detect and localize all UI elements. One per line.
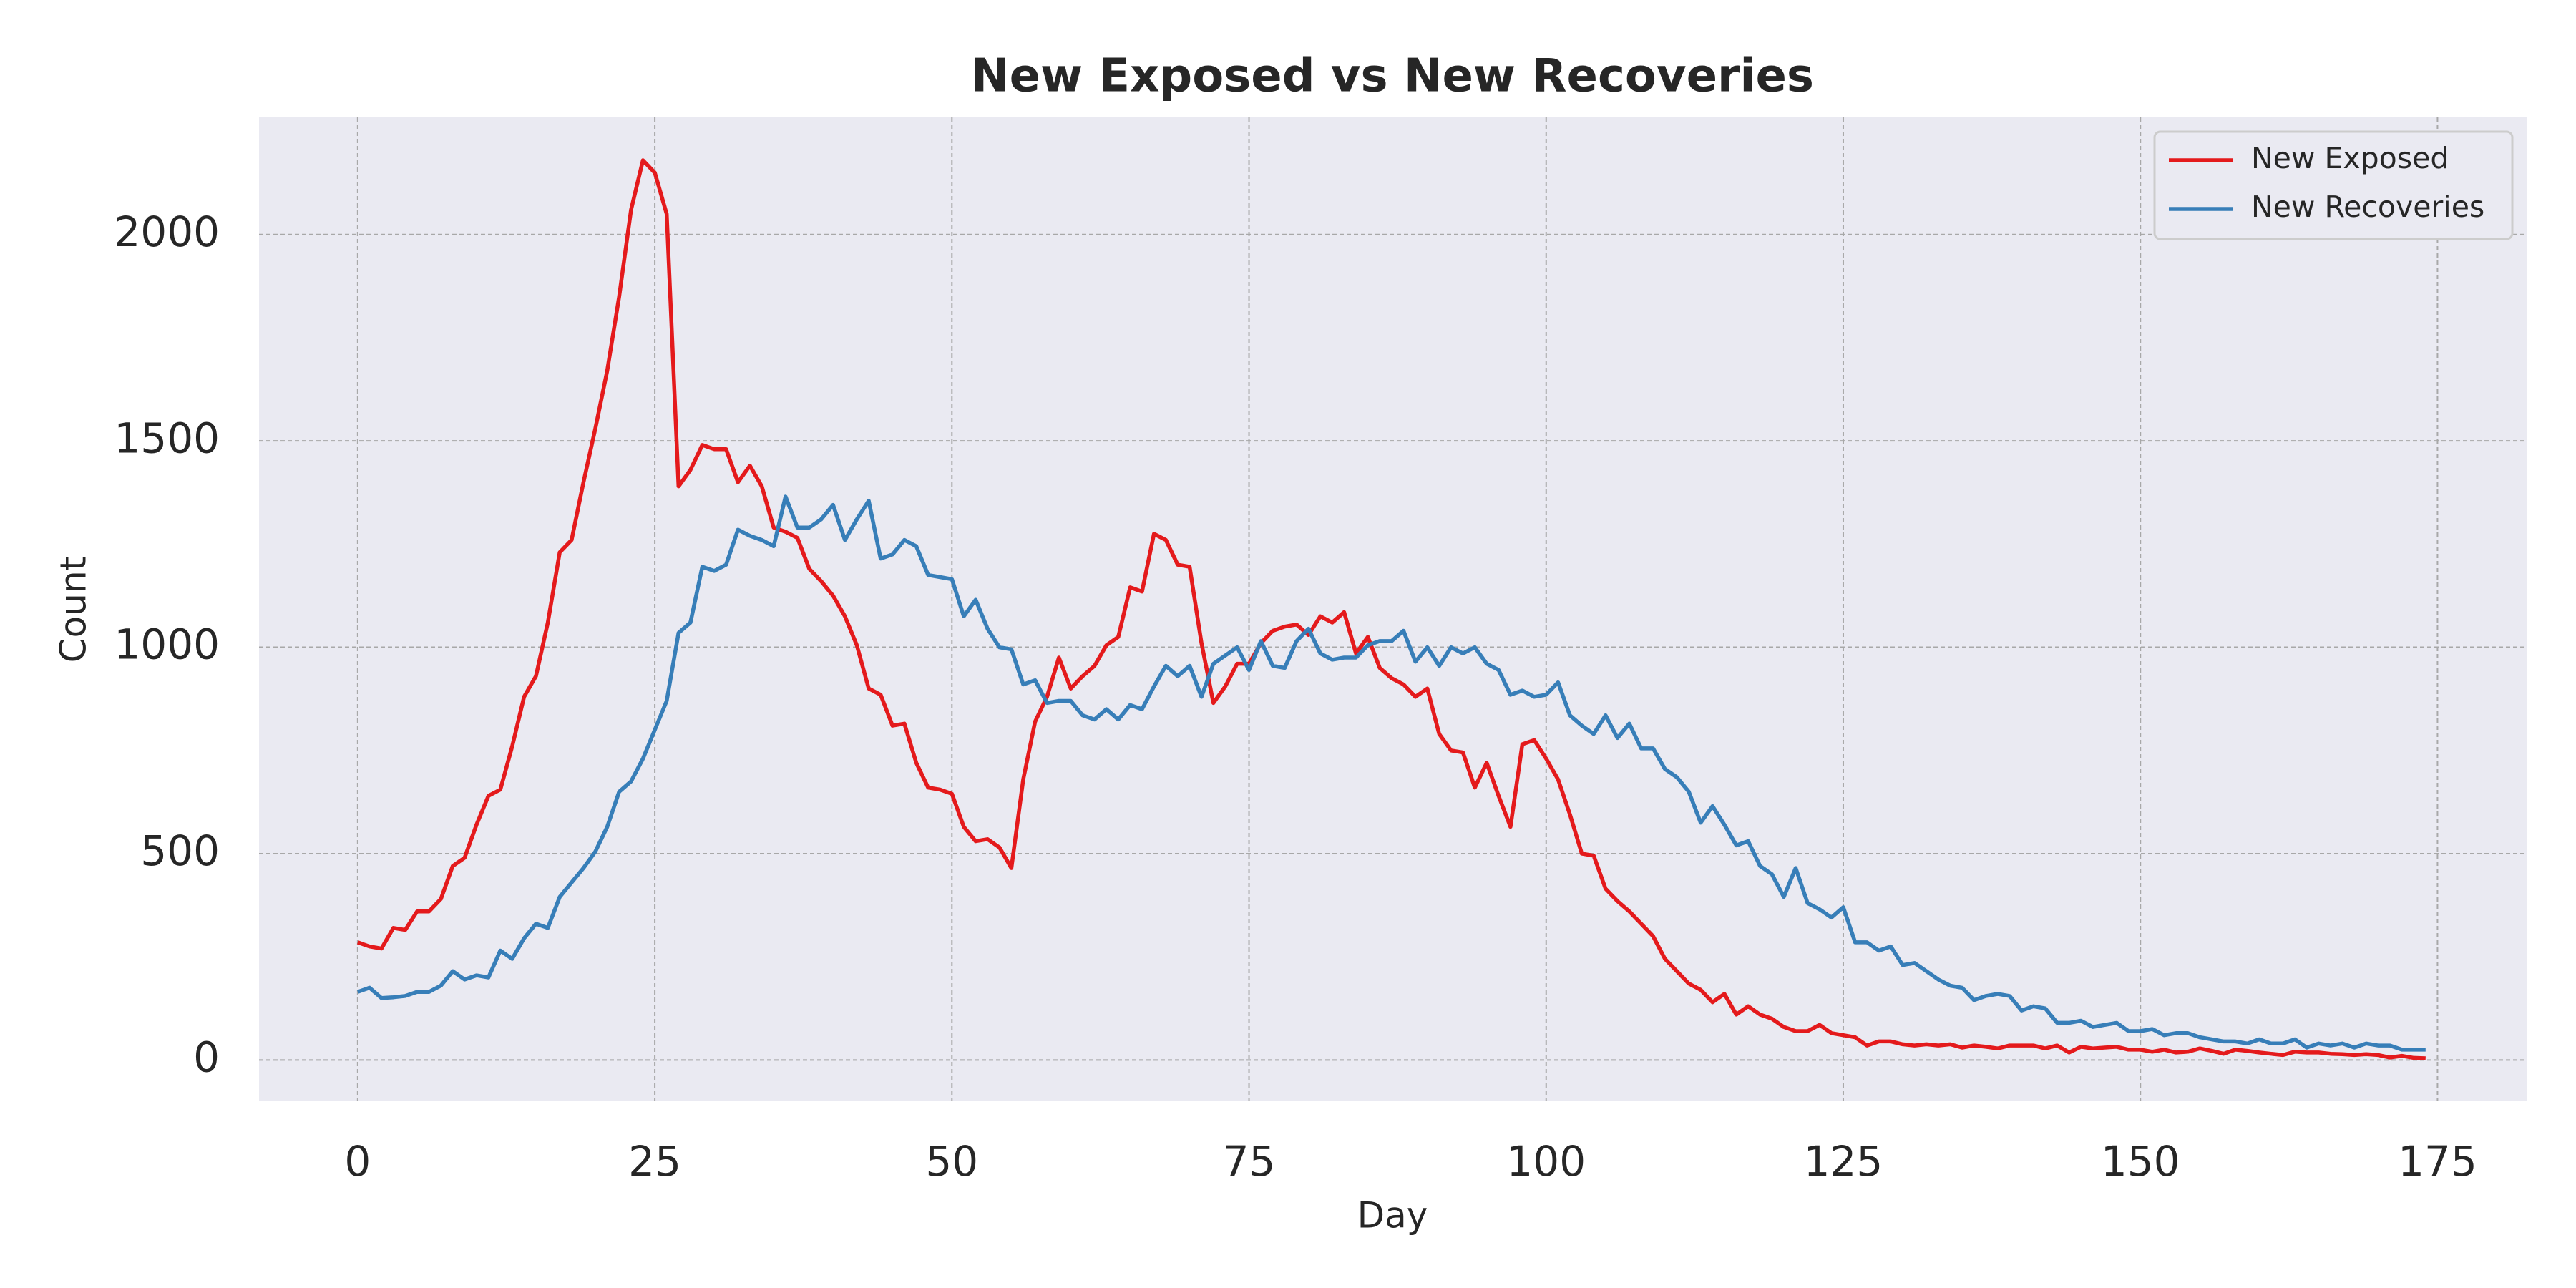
line-series: [356, 158, 2426, 1060]
x-tick-label: 125: [1804, 1137, 1883, 1186]
y-tick-label: 2000: [114, 208, 220, 256]
x-axis-label: Day: [1357, 1195, 1428, 1236]
x-tick-label: 100: [1506, 1137, 1586, 1186]
line-series: [356, 494, 2426, 1052]
legend: New Exposed New Recoveries: [2153, 130, 2514, 240]
x-tick-label: 75: [1223, 1137, 1276, 1186]
legend-label: New Recoveries: [2251, 190, 2484, 224]
x-tick-label: 0: [344, 1137, 371, 1186]
x-tick-label: 25: [628, 1137, 681, 1186]
y-tick-label: 0: [193, 1033, 220, 1081]
legend-label: New Exposed: [2251, 141, 2449, 175]
legend-box: [2153, 130, 2514, 240]
chart-title: New Exposed vs New Recoveries: [971, 50, 1814, 103]
plot-area: [259, 117, 2527, 1101]
x-tick-label: 50: [925, 1137, 978, 1186]
y-axis-label: Count: [53, 557, 94, 663]
x-tick-label: 150: [2101, 1137, 2180, 1186]
y-tick-label: 1000: [114, 620, 220, 669]
x-tick-label: 175: [2398, 1137, 2477, 1186]
y-tick-label: 500: [140, 826, 220, 875]
y-tick-label: 1500: [114, 414, 220, 462]
